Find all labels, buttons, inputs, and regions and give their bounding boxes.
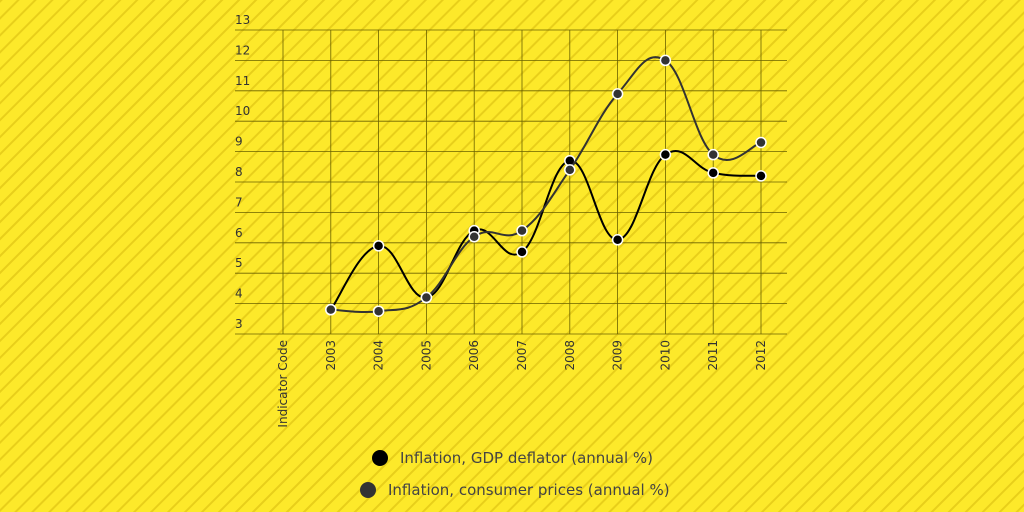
legend-label: Inflation, consumer prices (annual %) [388,481,670,499]
y-tick-label: 6 [235,226,243,240]
y-tick-label: 9 [235,135,243,149]
point [755,170,767,182]
x-tick-label: 2009 [611,340,625,371]
point [516,246,528,258]
point [325,303,337,316]
x-tick-label: 2004 [372,340,386,371]
point [468,230,480,243]
series-line [330,56,762,314]
point [707,148,719,161]
y-tick-label: 10 [235,104,250,118]
y-tick-label: 3 [235,317,243,331]
y-tick-label: 11 [235,74,250,88]
x-tick-label: 2007 [515,340,529,371]
point [659,148,672,161]
point [755,136,767,149]
x-tick-label: 2003 [324,340,338,371]
x-tick-label: Indicator Code [276,340,290,428]
legend-label: Inflation, GDP deflator (annual %) [400,449,653,467]
legend-marker [360,482,376,498]
y-tick-label: 5 [235,256,243,270]
y-tick-label: 7 [235,195,243,209]
x-tick-label: 2010 [658,340,672,371]
y-tick-label: 13 [235,13,250,27]
point [420,291,433,304]
x-tick-label: 2006 [467,340,481,371]
x-tick-label: 2012 [754,340,768,371]
x-tick-label: 2008 [563,340,577,371]
y-tick-label: 12 [235,43,250,57]
x-tick-label: 2011 [706,340,720,371]
x-tick-label: 2005 [419,340,433,371]
point [707,167,719,179]
point [611,234,624,246]
y-tick-label: 8 [235,165,243,179]
point [372,240,385,252]
point [372,305,385,317]
series-line [329,150,762,311]
legend-marker [372,450,388,466]
point [611,88,624,100]
point [659,54,672,67]
point [564,164,576,176]
point [516,224,528,237]
y-tick-label: 4 [235,287,243,301]
